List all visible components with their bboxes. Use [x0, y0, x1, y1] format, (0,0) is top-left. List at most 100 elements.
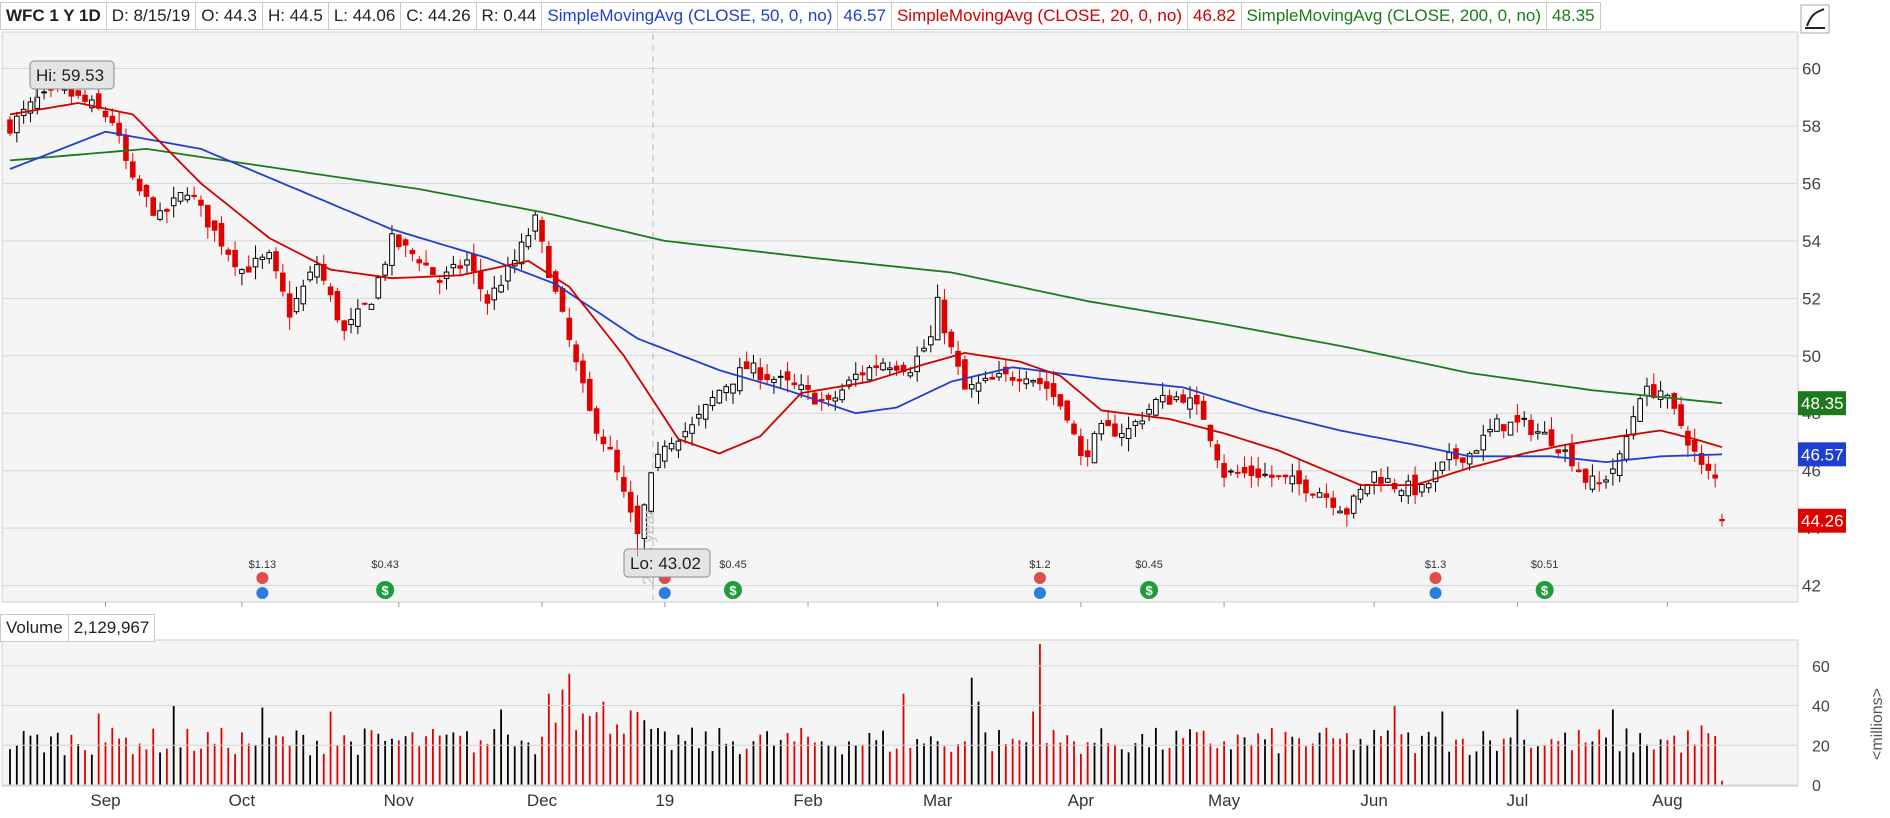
volume-bar [957, 744, 959, 785]
price-tick-label: 46 [1802, 462, 1821, 481]
candle-body [914, 355, 920, 373]
candle-body [1255, 468, 1261, 478]
volume-bar [1004, 743, 1007, 785]
volume-bar [302, 734, 305, 785]
volume-bar [268, 737, 271, 785]
earnings-marker[interactable]: $1.13 [249, 559, 277, 599]
sma200-line [9, 147, 1723, 405]
candle-body [41, 91, 47, 94]
volume-bar [1373, 730, 1376, 785]
volume-bar [1086, 742, 1089, 785]
sma20-legend[interactable]: SimpleMovingAvg (CLOSE, 20, 0, no) [890, 2, 1188, 30]
candle-body [852, 373, 859, 380]
candle-body [1494, 418, 1500, 432]
candle-body [157, 210, 163, 220]
candle-body [1030, 379, 1036, 383]
volume-bar [261, 707, 264, 785]
candle-body [402, 239, 409, 246]
candle-body [1371, 471, 1377, 483]
volume-bar [1154, 727, 1157, 785]
volume-bar [807, 736, 809, 785]
dividend-marker[interactable]: $0.51 $ [1531, 559, 1559, 599]
volume-bar [186, 728, 189, 785]
volume-bar [697, 748, 700, 785]
volume-bar [1305, 746, 1307, 785]
volume-bar [1209, 743, 1212, 785]
candle-body [1194, 395, 1200, 405]
volume-bar [513, 746, 516, 785]
volume-bar [861, 744, 864, 785]
symbol-label[interactable]: WFC 1 Y 1D [0, 2, 107, 30]
volume-bar [1380, 736, 1382, 785]
candle-body [198, 199, 204, 206]
volume-tick-label: 60 [1812, 659, 1830, 676]
candle-body [1337, 510, 1343, 514]
sma20-line-group [9, 102, 1723, 486]
time-tick-label: May [1208, 791, 1241, 810]
dividend-icon [723, 581, 742, 599]
price-tick-label: 42 [1802, 577, 1821, 596]
price-tick-label: 50 [1802, 347, 1821, 366]
volume-bar [431, 728, 434, 785]
earnings-marker[interactable]: $1.2 [1029, 559, 1051, 599]
sma50-legend[interactable]: SimpleMovingAvg (CLOSE, 50, 0, no) [541, 2, 839, 30]
volume-bar [1714, 735, 1717, 785]
volume-bar [582, 713, 584, 785]
candle-body [927, 336, 934, 346]
volume-bar [1045, 743, 1048, 785]
candle-body [423, 262, 429, 266]
candle-body [1419, 484, 1425, 493]
volume-bar [1618, 751, 1621, 785]
candle-body [82, 94, 88, 102]
volume-bar [704, 731, 707, 785]
time-tick-label: Apr [1068, 791, 1095, 810]
volume-bar [766, 731, 768, 785]
volume-bar [752, 741, 755, 785]
volume-bar [397, 740, 400, 785]
volume-bar [1652, 749, 1655, 785]
volume-tick-label: 40 [1812, 699, 1830, 716]
candle-body [1425, 483, 1432, 489]
candle-body [1057, 394, 1064, 407]
volume-bar [643, 720, 646, 785]
dividend-marker[interactable]: $0.45 $ [719, 559, 747, 599]
volume-bar [36, 734, 39, 785]
volume-bar [936, 741, 939, 785]
volume-bar [691, 727, 693, 785]
candle-body [1207, 424, 1214, 442]
candle-body [1050, 383, 1057, 398]
volume-bar [445, 734, 448, 785]
candle-body [1384, 478, 1391, 483]
candle-body [252, 257, 259, 268]
sma200-legend[interactable]: SimpleMovingAvg (CLOSE, 200, 0, no) [1240, 2, 1548, 30]
volume-bar [411, 732, 414, 785]
candle-body [1439, 461, 1446, 471]
dividend-marker[interactable]: $0.43 $ [371, 559, 399, 599]
volume-bar [152, 728, 155, 785]
volume-bar [63, 755, 66, 785]
candle-body [1071, 423, 1077, 435]
earnings-marker[interactable]: $1.3 [1425, 559, 1446, 599]
candle-body [355, 308, 361, 327]
volume-bar [943, 746, 946, 785]
candle-body [266, 252, 272, 260]
volume-bar [363, 728, 366, 785]
high-callout: Hi: 59.53 [29, 60, 115, 102]
candle-body [1118, 433, 1125, 438]
volume-bar [145, 749, 148, 785]
event-marker-label: $0.51 [1531, 559, 1559, 571]
volume-bar [1311, 743, 1314, 785]
drawing-tool-button[interactable] [1800, 4, 1830, 34]
volume-bar [350, 741, 352, 785]
dividend-marker[interactable]: $0.45 $ [1135, 559, 1163, 599]
volume-bar [1536, 746, 1539, 785]
candle-body [430, 267, 436, 276]
candle-body [102, 110, 109, 118]
volume-bar [1100, 728, 1103, 785]
volume-bar [1257, 733, 1260, 785]
candle-body [150, 197, 157, 216]
volume-bar [438, 735, 441, 785]
candle-body [1064, 400, 1071, 421]
candle-body [839, 389, 845, 401]
